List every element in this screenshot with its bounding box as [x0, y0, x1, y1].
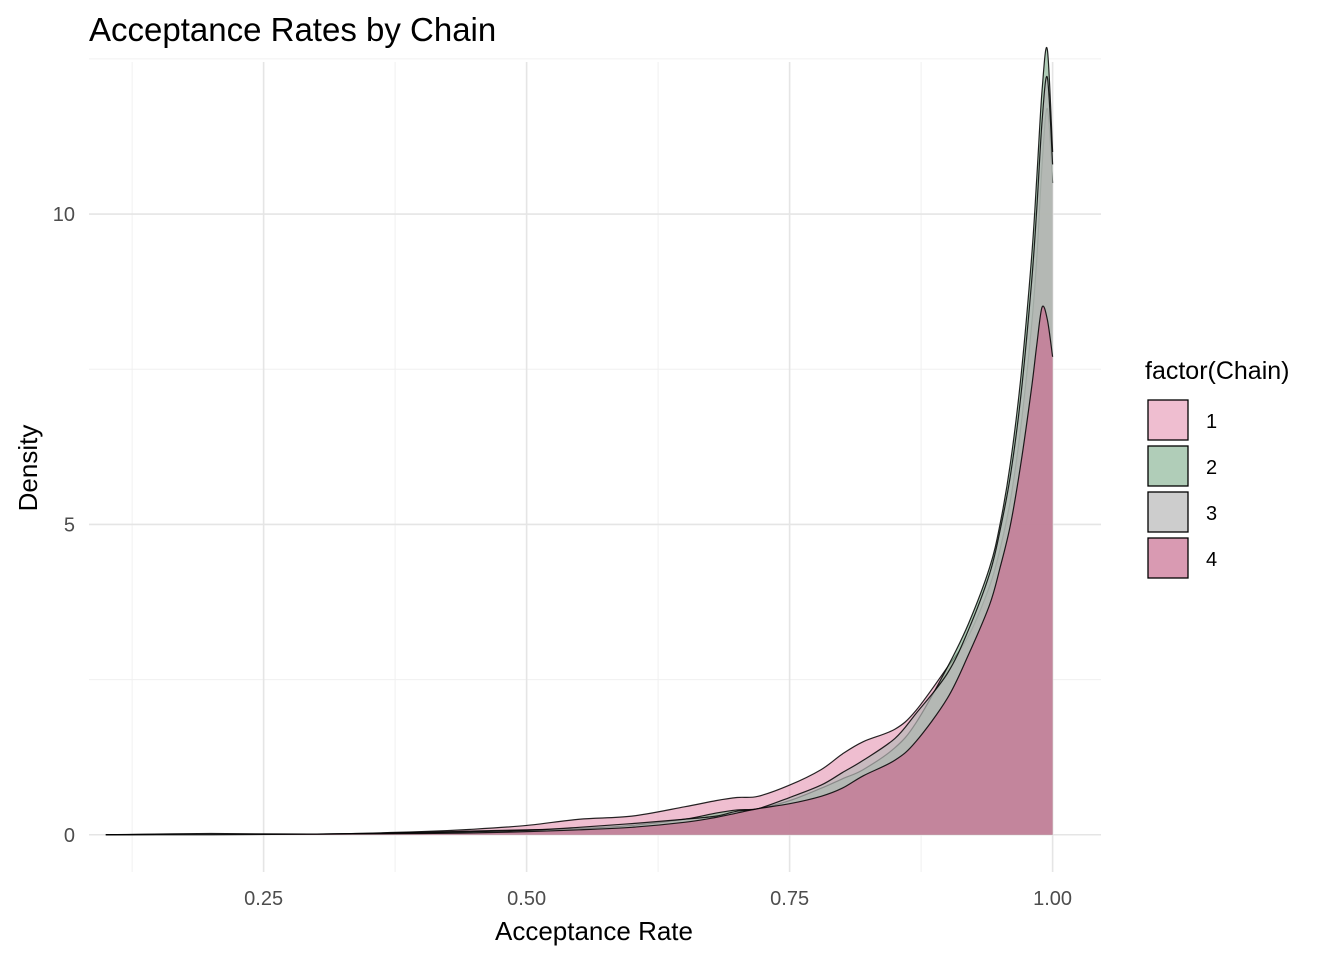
- legend-swatch-1: [1147, 399, 1189, 441]
- x-axis-ticks: 0.25 0.50 0.75 1.00: [244, 888, 1072, 910]
- density-area-chain-4: [105, 306, 1053, 835]
- legend-swatch-3: [1147, 491, 1189, 533]
- y-tick-label: 0: [64, 825, 75, 847]
- legend-swatch-4: [1147, 537, 1189, 579]
- y-axis-ticks: 0 5 10: [53, 204, 75, 847]
- x-tick-label: 0.50: [507, 888, 546, 910]
- legend-label-4: 4: [1206, 549, 1217, 571]
- legend-swatch-2: [1147, 445, 1189, 487]
- x-tick-label: 0.75: [770, 888, 809, 910]
- density-outline-chain-4: [105, 305, 1054, 836]
- density-outline-chain-3: [105, 75, 1054, 836]
- y-axis-label: Density: [13, 425, 43, 512]
- legend: factor(Chain) 1 2 3 4: [1145, 357, 1290, 579]
- x-axis-label: Acceptance Rate: [495, 916, 693, 946]
- legend-label-2: 2: [1206, 457, 1217, 479]
- x-tick-label: 0.25: [244, 888, 283, 910]
- legend-label-1: 1: [1206, 411, 1217, 433]
- y-tick-label: 10: [53, 204, 75, 226]
- legend-label-3: 3: [1206, 503, 1217, 525]
- chart-title: Acceptance Rates by Chain: [89, 11, 496, 48]
- x-tick-label: 1.00: [1033, 888, 1072, 910]
- y-tick-label: 5: [64, 514, 75, 536]
- legend-title: factor(Chain): [1145, 357, 1290, 385]
- density-areas: [105, 46, 1054, 836]
